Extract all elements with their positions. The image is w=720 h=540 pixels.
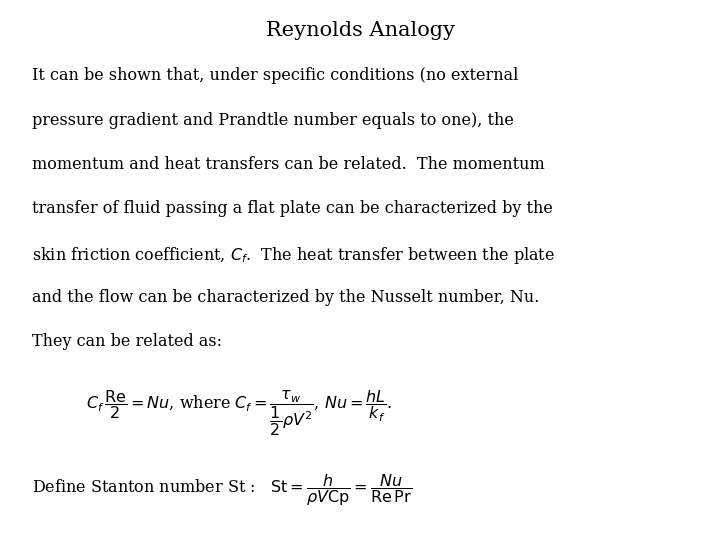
- Text: skin friction coefficient, $C_f$.  The heat transfer between the plate: skin friction coefficient, $C_f$. The he…: [32, 245, 555, 266]
- Text: Define Stanton number St :   $\mathrm{St} = \dfrac{h}{\rho V\mathrm{Cp}} = \dfra: Define Stanton number St : $\mathrm{St} …: [32, 472, 413, 508]
- Text: Reynolds Analogy: Reynolds Analogy: [266, 21, 454, 39]
- Text: $C_f\,\dfrac{\mathrm{Re}}{2} = Nu$, where $C_f = \dfrac{\tau_w}{\dfrac{1}{2}\rho: $C_f\,\dfrac{\mathrm{Re}}{2} = Nu$, wher…: [86, 388, 393, 438]
- Text: transfer of fluid passing a flat plate can be characterized by the: transfer of fluid passing a flat plate c…: [32, 200, 553, 217]
- Text: and the flow can be characterized by the Nusselt number, Nu.: and the flow can be characterized by the…: [32, 289, 540, 306]
- Text: They can be related as:: They can be related as:: [32, 333, 222, 350]
- Text: pressure gradient and Prandtle number equals to one), the: pressure gradient and Prandtle number eq…: [32, 112, 514, 129]
- Text: momentum and heat transfers can be related.  The momentum: momentum and heat transfers can be relat…: [32, 156, 545, 173]
- Text: It can be shown that, under specific conditions (no external: It can be shown that, under specific con…: [32, 68, 519, 84]
